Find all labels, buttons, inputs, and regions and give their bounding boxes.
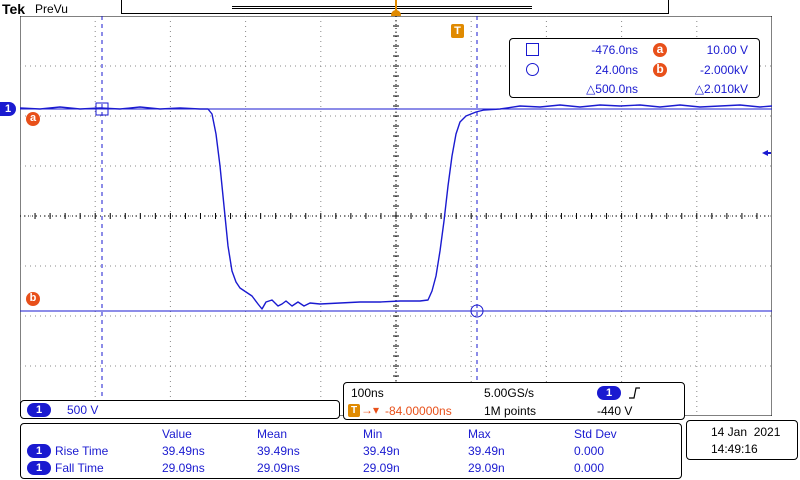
trigger-arrow-icon: →▾ (361, 403, 380, 417)
meas-row-2-name: Fall Time (55, 461, 104, 475)
graticule (20, 16, 772, 416)
channel-1-volts-div: 500 V (67, 403, 99, 417)
time-per-div: 100ns (351, 386, 384, 400)
cursor-b-badge: b (653, 63, 667, 77)
meas-row-2-max: 29.09n (468, 461, 505, 475)
meas-row-2-channel: 1 (27, 461, 51, 475)
trigger-source-badge: 1 (597, 386, 621, 400)
rising-edge-icon (629, 387, 640, 399)
cursor-delta-time: △500.0ns (586, 82, 638, 96)
meas-row-2-mean: 29.09ns (257, 461, 300, 475)
acquisition-mode: PreVu (35, 2, 68, 16)
cursor-b-marker[interactable]: b (26, 292, 40, 306)
date: 14 Jan 2021 (711, 425, 781, 439)
channel-1-ground-marker[interactable]: 1 (0, 102, 16, 116)
meas-row-1-min: 39.49n (363, 444, 400, 458)
meas-row-1-name: Rise Time (55, 444, 109, 458)
cursor-a-badge: a (653, 43, 667, 57)
col-header-mean: Mean (257, 427, 288, 441)
time: 14:49:16 (711, 442, 758, 456)
cursor-1-time: -476.0ns (591, 43, 638, 57)
cursor-b-value: -2.000kV (699, 63, 748, 77)
datetime-panel: 14 Jan 2021 14:49:16 (686, 420, 798, 460)
meas-row-1-mean: 39.49ns (257, 444, 300, 458)
sample-rate: 5.00GS/s (484, 386, 535, 400)
channel-1-waveform (20, 104, 772, 310)
measurement-panel[interactable]: Value Mean Min Max Std Dev 1 Rise Time 3… (20, 423, 682, 479)
record-length: 1M points (484, 404, 537, 418)
waveform-display[interactable] (20, 16, 772, 416)
meas-row-1-channel: 1 (27, 444, 51, 458)
timebase-panel[interactable]: 100ns 5.00GS/s 1 T →▾ -84.00000ns 1M poi… (343, 382, 685, 420)
meas-row-2-min: 29.09n (363, 461, 400, 475)
trigger-position-icon: T (348, 404, 360, 417)
col-header-min: Min (363, 427, 383, 441)
cursor-2-circle-marker (470, 304, 484, 318)
trigger-position: -84.00000ns (385, 404, 452, 418)
meas-row-1-value: 39.49ns (162, 444, 205, 458)
col-header-value: Value (162, 427, 192, 441)
trigger-level: -440 V (597, 404, 633, 418)
cursor-2-time: 24.00ns (595, 63, 638, 77)
col-header-std-dev: Std Dev (574, 427, 617, 441)
meas-row-2-value: 29.09ns (162, 461, 205, 475)
reference-arrow-icon (762, 150, 768, 156)
cursor-delta-value: △2.010kV (694, 82, 748, 96)
meas-row-1-max: 39.49n (468, 444, 505, 458)
channel-1-scale-panel[interactable]: 1 500 V (20, 400, 340, 419)
brand-logo: Tek (2, 1, 26, 17)
trigger-time-marker[interactable]: T (451, 24, 464, 38)
cursor-1-square-icon (526, 43, 539, 59)
cursor-a-marker[interactable]: a (26, 112, 40, 126)
meas-row-1-std-dev: 0.000 (574, 444, 605, 458)
cursor-a-value: 10.00 V (706, 43, 748, 57)
meas-row-2-std-dev: 0.000 (574, 461, 605, 475)
cursor-2-circle-icon (526, 63, 539, 79)
col-header-max: Max (468, 427, 491, 441)
channel-1-badge: 1 (27, 403, 51, 417)
cursor-readout-panel: -476.0ns a 10.00 V 24.00ns b -2.000kV △5… (509, 38, 760, 98)
